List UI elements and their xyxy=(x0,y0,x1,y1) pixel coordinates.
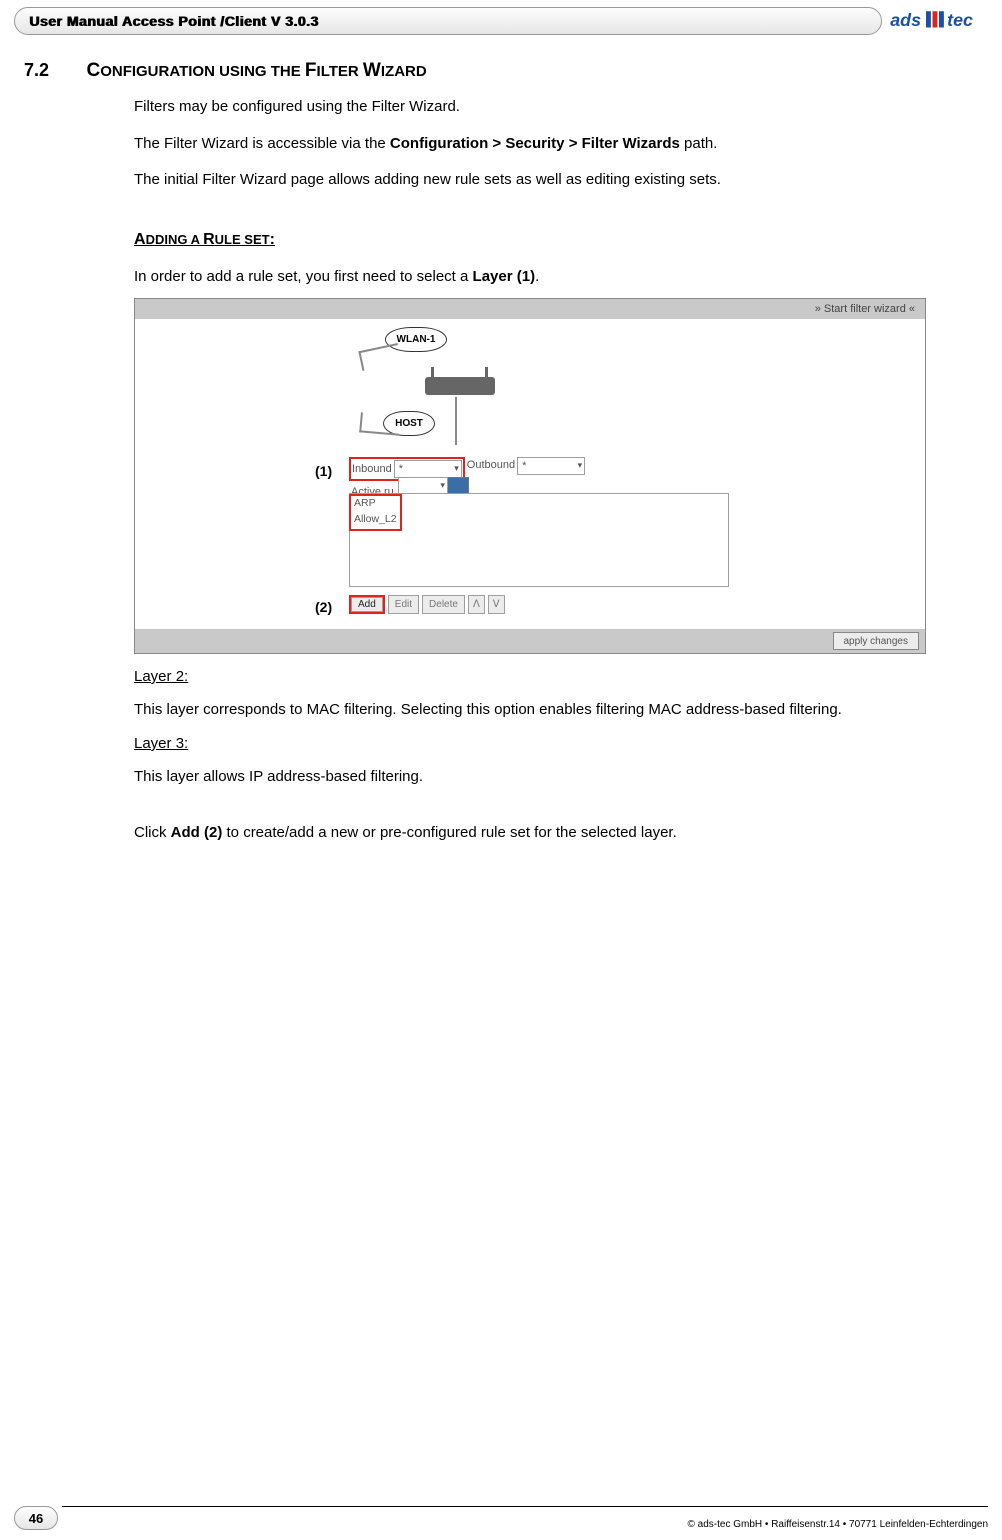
down-button[interactable]: ᐯ xyxy=(488,595,505,614)
logo-bar3 xyxy=(939,11,944,27)
fig-top-bar: » Start filter wizard « xyxy=(135,299,925,319)
page-number: 46 xyxy=(14,1506,58,1530)
p5b: Add (2) xyxy=(171,824,223,841)
p4: In order to add a rule set, you first ne… xyxy=(134,266,968,289)
rules-red-highlight: ARP Allow_L2 xyxy=(349,494,402,531)
p5a: Click xyxy=(134,824,171,841)
inbound-value: * xyxy=(399,461,403,478)
footer-copyright: © ads-tec GmbH • Raiffeisenstr.14 • 7077… xyxy=(688,1519,988,1530)
layer2-heading: Layer 2: xyxy=(134,666,968,689)
p4c: . xyxy=(535,268,539,285)
header-bar: User Manual Access Point /Client V 3.0.3… xyxy=(14,6,988,36)
subheading-adding-rule-set: ADDING A RULE SET: xyxy=(134,228,968,252)
logo-svg: ads tec xyxy=(890,8,988,34)
rule-allow-l2[interactable]: Allow_L2 xyxy=(352,512,399,528)
logo-bar2 xyxy=(933,11,938,27)
add-red-highlight: Add xyxy=(349,595,385,614)
rules-listbox[interactable] xyxy=(349,493,729,587)
t5: W xyxy=(363,60,381,81)
edit-button[interactable]: Edit xyxy=(388,595,419,614)
t6: IZARD xyxy=(381,63,427,80)
arrow-wlan xyxy=(358,343,401,371)
section-number: 7.2 xyxy=(24,60,82,81)
inbound-select[interactable]: * xyxy=(394,460,462,478)
s3: R xyxy=(203,231,215,248)
page-number-text: 46 xyxy=(29,1511,43,1526)
rule-arp[interactable]: ARP xyxy=(352,496,399,512)
header-title: User Manual Access Point /Client V 3.0.3 xyxy=(29,13,318,29)
content-area: 7.2 CONFIGURATION USING THE FILTER WIZAR… xyxy=(24,60,978,845)
p5c: to create/add a new or pre-configured ru… xyxy=(222,824,676,841)
section-heading-row: 7.2 CONFIGURATION USING THE FILTER WIZAR… xyxy=(24,60,978,82)
fig-bottom-bar: apply changes xyxy=(135,629,925,653)
layer2-text: This layer corresponds to MAC filtering.… xyxy=(134,699,968,722)
s1: A xyxy=(134,231,146,248)
header-title-pill: User Manual Access Point /Client V 3.0.3 xyxy=(14,7,882,35)
p2: The Filter Wizard is accessible via the … xyxy=(134,133,968,156)
t1: C xyxy=(86,60,100,81)
p3: The initial Filter Wizard page allows ad… xyxy=(134,169,968,192)
layer3-text: This layer allows IP address-based filte… xyxy=(134,766,968,789)
start-filter-wizard-link[interactable]: » Start filter wizard « xyxy=(815,301,915,318)
s4: ULE SET xyxy=(215,232,270,247)
s2: DDING A xyxy=(146,232,204,247)
filter-wizard-screenshot: » Start filter wizard « WLAN-1 HOST (1) … xyxy=(134,298,926,654)
t4: ILTER xyxy=(317,63,363,80)
add-button[interactable]: Add xyxy=(351,597,383,612)
p1: Filters may be configured using the Filt… xyxy=(134,96,968,119)
logo-right-text: tec xyxy=(947,10,973,30)
inbound-label: Inbound xyxy=(352,461,392,478)
p4a: In order to add a rule set, you first ne… xyxy=(134,268,473,285)
p2a: The Filter Wizard is accessible via the xyxy=(134,135,390,152)
t2: ONFIGURATION USING THE xyxy=(100,63,305,80)
p4b: Layer (1) xyxy=(473,268,536,285)
body-text: Filters may be configured using the Filt… xyxy=(134,96,968,845)
logo-left-text: ads xyxy=(890,10,921,30)
cloud-wlan-label: WLAN-1 xyxy=(397,332,436,347)
footer-line: © ads-tec GmbH • Raiffeisenstr.14 • 7077… xyxy=(62,1506,988,1530)
t3: F xyxy=(305,60,317,81)
arrow-host xyxy=(359,412,401,435)
outbound-value: * xyxy=(522,458,526,475)
button-row: Add Edit Delete ᐱ ᐯ xyxy=(349,595,505,614)
device-icon xyxy=(425,369,495,395)
outbound-select[interactable]: * xyxy=(517,457,585,475)
marker-2: (2) xyxy=(315,597,332,618)
delete-button[interactable]: Delete xyxy=(422,595,465,614)
outbound-label: Outbound xyxy=(467,457,515,474)
layer3-heading: Layer 3: xyxy=(134,733,968,756)
logo: ads tec xyxy=(890,7,988,35)
logo-bar1 xyxy=(926,11,931,27)
p2b: Configuration > Security > Filter Wizard… xyxy=(390,135,680,152)
p2c: path. xyxy=(680,135,718,152)
section-title: CONFIGURATION USING THE FILTER WIZARD xyxy=(86,60,426,80)
arrow-down xyxy=(455,397,457,445)
p5: Click Add (2) to create/add a new or pre… xyxy=(134,822,968,845)
apply-changes-button[interactable]: apply changes xyxy=(833,632,920,650)
up-button[interactable]: ᐱ xyxy=(468,595,485,614)
marker-1: (1) xyxy=(315,461,332,482)
s5: : xyxy=(270,231,275,248)
